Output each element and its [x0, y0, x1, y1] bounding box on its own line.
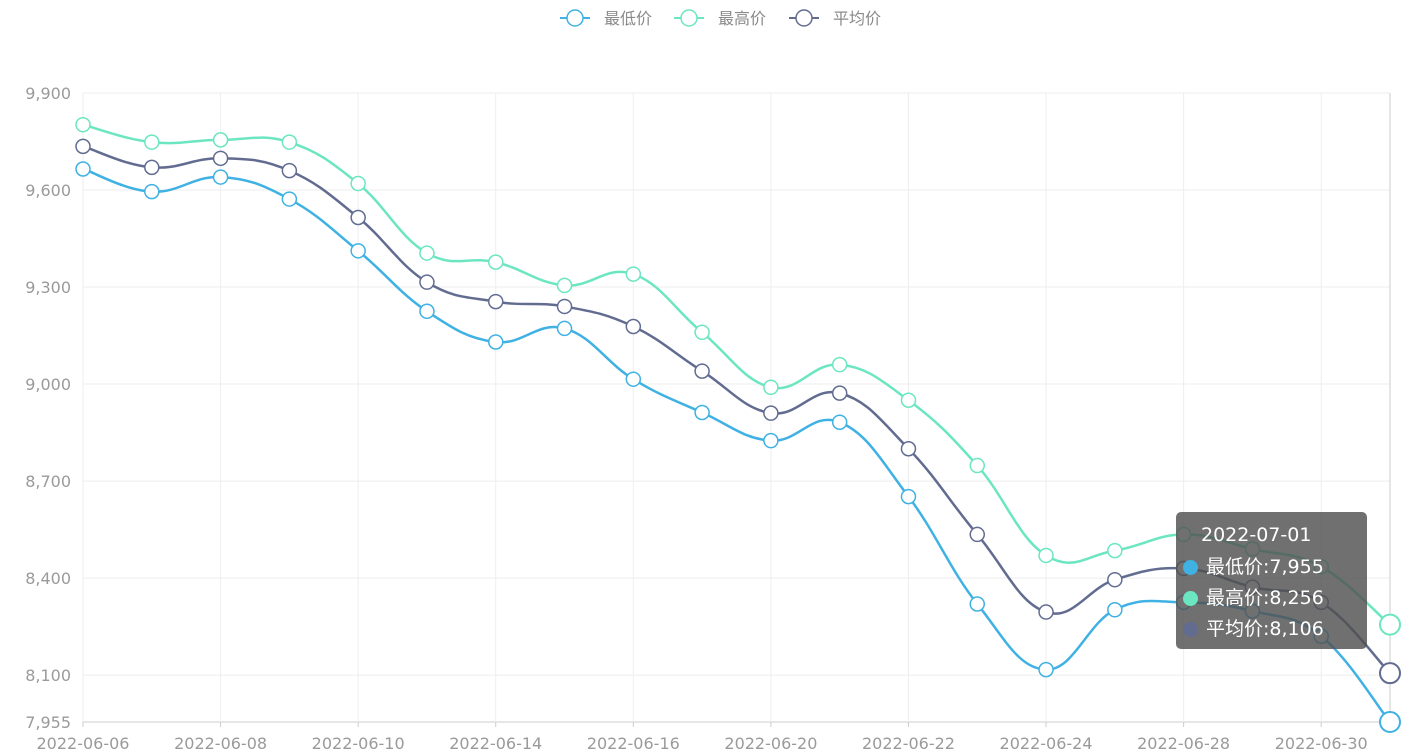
data-point [350, 209, 366, 226]
data-point [1379, 662, 1401, 685]
data-point [144, 183, 160, 200]
data-point [1038, 661, 1054, 678]
x-tick-label: 2022-06-14 [449, 734, 542, 753]
data-point [75, 138, 91, 155]
data-point [487, 334, 504, 350]
tooltip-row-max: 最高价 8,256 [1176, 583, 1367, 614]
data-point [1038, 547, 1054, 564]
data-point [419, 274, 435, 290]
y-tick-label: 9,600 [25, 181, 71, 200]
data-point [144, 159, 160, 176]
data-point [763, 405, 779, 421]
data-point [694, 404, 710, 421]
data-point [144, 134, 160, 150]
y-tick-label: 8,400 [25, 569, 71, 588]
y-tick-label: 9,900 [25, 84, 71, 103]
data-point [625, 371, 642, 387]
legend-item-2[interactable]: 平均价 [789, 9, 881, 28]
data-point [763, 379, 779, 396]
tooltip-dot-avg [1183, 622, 1198, 637]
data-point [487, 254, 504, 270]
data-point [1379, 613, 1401, 636]
data-point [281, 162, 298, 179]
legend-marker-icon [795, 9, 813, 27]
data-point [900, 488, 917, 505]
y-tick-label: 8,100 [25, 666, 71, 685]
data-point [556, 298, 573, 315]
data-point [350, 243, 366, 259]
data-point [831, 356, 848, 373]
y-tick-label: 7,955 [25, 713, 71, 732]
x-tick-label: 2022-06-08 [174, 734, 267, 753]
tooltip-name-max: 最高价 [1206, 583, 1269, 614]
tooltip-dot-min [1183, 560, 1198, 575]
x-tick-label: 2022-06-22 [862, 734, 955, 753]
data-point [212, 132, 229, 148]
tooltip-value-max: 8,256 [1269, 587, 1324, 609]
x-tick-label: 2022-06-24 [1000, 734, 1093, 753]
data-point [419, 303, 435, 320]
data-point [487, 293, 504, 310]
data-point [969, 526, 986, 543]
y-tick-label: 9,300 [25, 278, 71, 297]
data-point [75, 161, 91, 177]
legend-marker-icon [680, 9, 698, 27]
tooltip-name-min: 最低价 [1206, 552, 1269, 583]
data-point [831, 414, 848, 430]
tooltip-row-min: 最低价 7,955 [1176, 552, 1367, 583]
x-tick-label: 2022-06-16 [587, 734, 680, 753]
chart-legend[interactable]: 最低价 最高价 平均价 [560, 9, 881, 28]
tooltip-name-avg: 平均价 [1206, 614, 1269, 645]
data-point [1107, 602, 1123, 618]
data-point [1379, 711, 1401, 733]
legend-item-0[interactable]: 最低价 [560, 9, 652, 28]
y-tick-label: 8,700 [25, 472, 71, 491]
legend-item-1[interactable]: 最高价 [674, 9, 766, 28]
data-point [969, 596, 986, 612]
data-point [969, 457, 986, 474]
data-point [625, 266, 642, 282]
data-point [900, 440, 917, 457]
data-point [1107, 542, 1123, 559]
chart-tooltip: 2022-07-01 最低价 7,955 最高价 8,256 平均价 8,106 [1176, 512, 1367, 649]
x-tick-label: 2022-06-10 [312, 734, 405, 753]
legend-label: 最低价 [604, 9, 652, 28]
data-point [281, 191, 298, 207]
x-tick-label: 2022-06-28 [1137, 734, 1230, 753]
tooltip-value-avg: 8,106 [1269, 618, 1324, 640]
x-tick-label: 2022-06-06 [37, 734, 130, 753]
series-line-2 [82, 145, 1391, 675]
data-point [350, 175, 366, 192]
tooltip-title: 2022-07-01 [1201, 524, 1312, 546]
data-point [625, 318, 642, 335]
legend-label: 最高价 [718, 9, 766, 28]
x-tick-label: 2022-06-30 [1275, 734, 1368, 753]
data-point [694, 363, 710, 379]
y-tick-label: 9,000 [25, 375, 71, 394]
data-point [831, 385, 848, 401]
tooltip-dot-max [1183, 591, 1198, 606]
data-point [694, 324, 710, 341]
data-point [763, 432, 779, 449]
legend-marker-icon [566, 9, 584, 27]
data-point [556, 277, 573, 294]
data-point [212, 169, 229, 185]
x-tick-label: 2022-06-20 [724, 734, 817, 753]
data-point [419, 245, 435, 261]
data-point [556, 320, 573, 337]
data-point [1107, 571, 1123, 588]
tooltip-row-avg: 平均价 8,106 [1176, 614, 1367, 645]
chart-axes: 7,955 8,100 8,400 8,700 9,000 9,300 9,600 9,900… [25, 84, 1391, 753]
tooltip-value-min: 7,955 [1269, 556, 1324, 578]
data-point [212, 150, 229, 167]
data-point [281, 134, 298, 150]
legend-label: 平均价 [833, 9, 881, 28]
data-point [1038, 604, 1054, 620]
data-point [900, 392, 917, 408]
series-line-1 [82, 123, 1391, 626]
data-point [75, 116, 91, 133]
